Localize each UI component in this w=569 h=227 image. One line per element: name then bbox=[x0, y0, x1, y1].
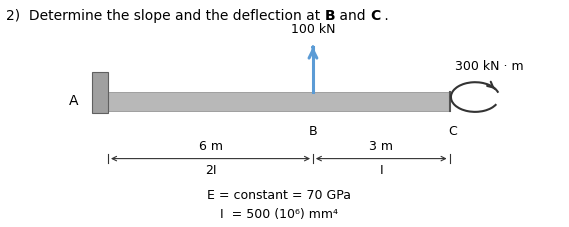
Text: 2)  Determine the slope and the deflection at: 2) Determine the slope and the deflectio… bbox=[6, 9, 324, 23]
Text: 6 m: 6 m bbox=[199, 139, 222, 152]
Text: C: C bbox=[448, 125, 457, 138]
Text: B: B bbox=[324, 9, 335, 23]
Text: 100 kN: 100 kN bbox=[291, 23, 335, 36]
Text: I  = 500 (10⁶) mm⁴: I = 500 (10⁶) mm⁴ bbox=[220, 207, 338, 220]
Bar bbox=[108, 93, 450, 111]
Text: 300 kN · m: 300 kN · m bbox=[455, 60, 523, 73]
Text: C: C bbox=[370, 9, 380, 23]
Text: 3 m: 3 m bbox=[369, 139, 393, 152]
Text: E = constant = 70 GPa: E = constant = 70 GPa bbox=[207, 188, 351, 201]
Bar bbox=[92, 73, 108, 113]
Text: B: B bbox=[308, 125, 318, 138]
Text: 2I: 2I bbox=[205, 163, 216, 176]
Text: .: . bbox=[380, 9, 389, 23]
Text: and: and bbox=[335, 9, 370, 23]
Text: I: I bbox=[380, 163, 383, 176]
Text: A: A bbox=[69, 94, 79, 108]
